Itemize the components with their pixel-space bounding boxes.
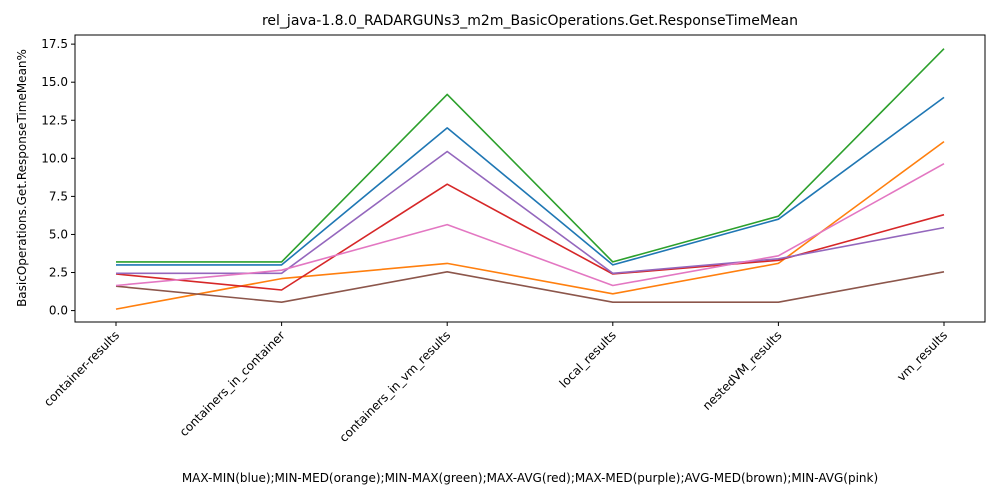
y-tick-label: 7.5 xyxy=(49,189,68,203)
x-tick-label: containers_in_vm_results xyxy=(337,328,454,445)
y-tick-label: 17.5 xyxy=(41,37,68,51)
x-tick-label: container-results xyxy=(41,328,122,409)
series-line-1 xyxy=(116,96,945,266)
series-layer xyxy=(115,48,945,310)
y-tick-label: 12.5 xyxy=(41,113,68,127)
series-line-3 xyxy=(116,48,945,263)
plot-frame xyxy=(74,34,986,323)
y-axis-label: BasicOperations.Get.ResponseTimeMean% xyxy=(15,49,29,307)
series-line-6 xyxy=(115,270,945,304)
y-tick-label: 5.0 xyxy=(49,227,68,241)
chart-title: rel_java-1.8.0_RADARGUNs3_m2m_BasicOpera… xyxy=(262,13,798,29)
y-tick-label: 0.0 xyxy=(49,304,68,318)
x-tick-label: containers_in_container xyxy=(177,328,288,439)
y-tick-label: 15.0 xyxy=(41,75,68,89)
x-axis: container-results containers_in_container… xyxy=(41,322,950,445)
x-tick-label: local_results xyxy=(557,328,619,390)
y-axis: 0.0 2.5 5.0 7.5 10.0 12.5 15.0 17.5 xyxy=(41,37,75,318)
x-tick-label: nestedVM_results xyxy=(700,328,785,413)
y-tick-label: 10.0 xyxy=(41,151,68,165)
series-line-2 xyxy=(115,140,945,310)
series-line-7 xyxy=(115,163,945,287)
series-line-4 xyxy=(115,183,945,291)
x-axis-label: MAX-MIN(blue);MIN-MED(orange);MIN-MAX(gr… xyxy=(182,471,878,485)
x-tick-label: vm_results xyxy=(894,328,950,384)
y-tick-label: 2.5 xyxy=(49,266,68,280)
